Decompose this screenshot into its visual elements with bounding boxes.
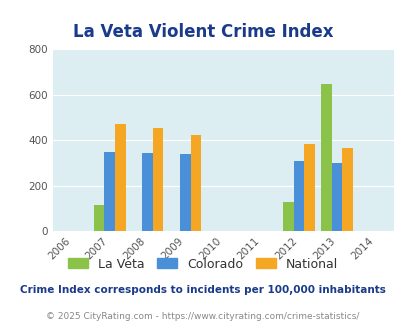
Legend: La Veta, Colorado, National: La Veta, Colorado, National xyxy=(64,254,341,274)
Bar xyxy=(341,148,352,231)
Bar xyxy=(115,124,125,231)
Bar xyxy=(104,151,115,231)
Bar xyxy=(142,153,152,231)
Bar xyxy=(94,205,104,231)
Bar xyxy=(331,163,341,231)
Text: © 2025 CityRating.com - https://www.cityrating.com/crime-statistics/: © 2025 CityRating.com - https://www.city… xyxy=(46,312,359,321)
Bar xyxy=(152,128,163,231)
Bar xyxy=(304,144,314,231)
Text: La Veta Violent Crime Index: La Veta Violent Crime Index xyxy=(72,23,333,41)
Bar xyxy=(282,202,293,231)
Bar xyxy=(293,161,304,231)
Bar xyxy=(190,135,201,231)
Bar xyxy=(180,154,190,231)
Text: Crime Index corresponds to incidents per 100,000 inhabitants: Crime Index corresponds to incidents per… xyxy=(20,285,385,295)
Bar xyxy=(320,83,331,231)
